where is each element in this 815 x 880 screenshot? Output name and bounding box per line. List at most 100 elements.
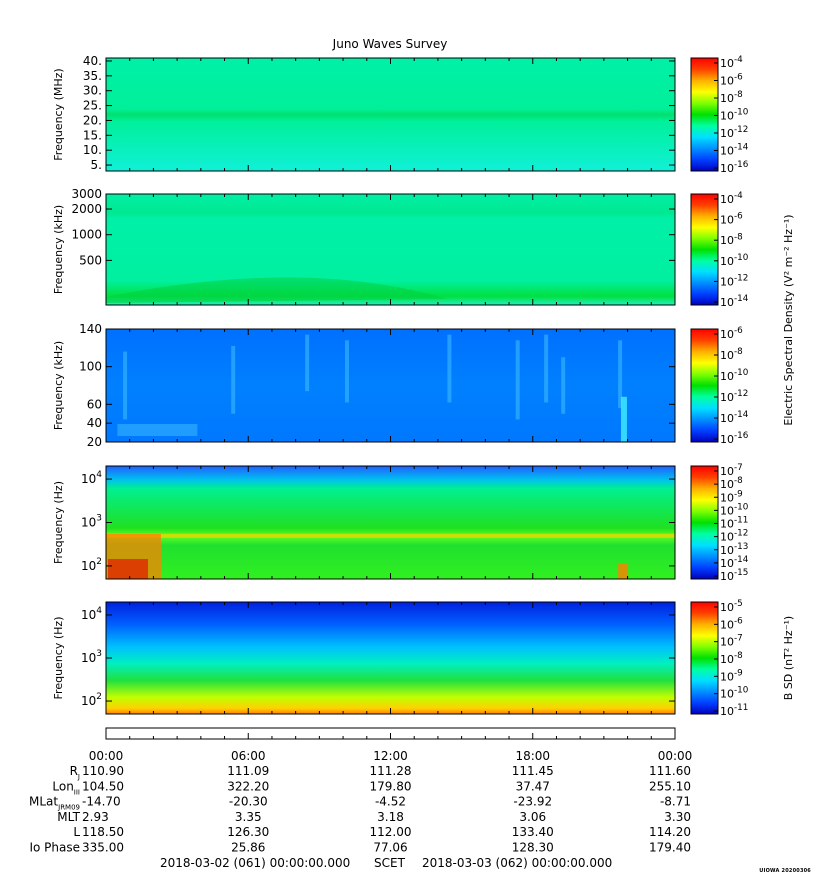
ephemeris-row-label: RJ — [70, 764, 80, 781]
emission-burst — [117, 424, 198, 436]
ephemeris-value: 111.28 — [370, 764, 412, 778]
figure-title: Juno Waves Survey — [332, 37, 448, 51]
y-tick-label: 102 — [81, 557, 102, 573]
colorbar-tick-label: 10-12 — [720, 389, 748, 404]
colorbar-title-electric: Electric Spectral Density (V² m⁻² Hz⁻¹) — [782, 214, 795, 425]
y-tick-label: 60 — [87, 397, 102, 411]
y-axis-label: Frequency (kHz) — [52, 205, 65, 294]
y-axis-label: Frequency (Hz) — [52, 481, 65, 564]
end-time: 2018-03-03 (062) 00:00:00.000 — [422, 856, 612, 870]
colorbar — [690, 601, 719, 715]
ephemeris-value: 179.80 — [370, 779, 412, 793]
y-tick-label: 30. — [83, 84, 102, 98]
colorbar — [690, 57, 719, 172]
colorbar-tick-label: 10-5 — [720, 599, 743, 614]
colorbar-tick-label: 10-8 — [720, 476, 743, 491]
colorbar-tick-label: 10-7 — [720, 634, 743, 649]
emission-burst — [544, 334, 549, 403]
colorbar-tick-label: 10-8 — [720, 347, 743, 362]
colorbar — [690, 193, 719, 306]
ephemeris-value: 25.86 — [231, 841, 265, 855]
spectrogram-panel: 104 103 102 Frequency (Hz) 10-710-810-910-10… — [52, 463, 749, 583]
y-tick-label: 25. — [83, 99, 102, 113]
ephemeris-value: 77.06 — [373, 841, 407, 855]
colorbar-tick-label: 10-10 — [720, 368, 749, 383]
ephemeris-value: 110.90 — [82, 764, 124, 778]
time-label: 06:00 — [231, 749, 266, 763]
colorbar-tick-label: 10-16 — [720, 160, 749, 175]
y-tick-label: 3000 — [71, 187, 102, 201]
ephemeris-value: 126.30 — [227, 825, 269, 839]
colorbar-tick-label: 10-10 — [720, 502, 749, 517]
emission-burst — [561, 357, 566, 414]
y-tick-label: 20. — [83, 113, 102, 127]
colorbar — [690, 328, 719, 443]
y-tick-label: 35. — [83, 69, 102, 83]
colorbar-tick-label: 10-14 — [720, 294, 749, 309]
start-time: 2018-03-02 (061) 00:00:00.000 — [160, 856, 350, 870]
y-axis-label: Frequency (Hz) — [52, 617, 65, 700]
ephemeris-table: 00:00 06:00 12:00 18:00 00:00 RJ 110.90 111.09 1… — [29, 749, 692, 870]
ephemeris-row-label: LonIII — [52, 779, 80, 796]
emission-burst — [447, 334, 452, 403]
ephemeris-value: 179.40 — [649, 841, 691, 855]
colorbar-tick-label: 10-14 — [720, 410, 749, 425]
y-tick-label: 103 — [81, 514, 102, 530]
ephemeris-value: 3.30 — [664, 810, 691, 824]
colorbar-tick-label: 10-9 — [720, 489, 743, 504]
heatmap-image — [106, 58, 675, 171]
time-axis — [105, 727, 676, 740]
time-label: 18:00 — [515, 749, 550, 763]
y-axis-label: Frequency (kHz) — [52, 341, 65, 430]
ephemeris-value: 322.20 — [227, 779, 269, 793]
ephemeris-row-label: MLT — [57, 810, 80, 824]
y-tick-label: 20 — [87, 435, 102, 449]
y-tick-label: 1000 — [71, 228, 102, 242]
y-tick-label: 100 — [79, 360, 102, 374]
y-tick-label: 140 — [79, 322, 102, 336]
scet-label: SCET — [374, 856, 406, 870]
colorbar-tick-label: 10-14 — [720, 555, 749, 570]
heatmap-image — [106, 329, 675, 442]
colorbar-tick-label: 10-8 — [720, 232, 743, 247]
colorbar — [690, 465, 719, 580]
ephemeris-value: 112.00 — [370, 825, 412, 839]
emission-burst — [108, 559, 148, 579]
y-tick-label: 40 — [87, 416, 102, 430]
ephemeris-row-label: Io Phase — [29, 841, 80, 855]
footer-stamp: UIOWA 20200306 — [759, 868, 811, 874]
colorbar-tick-label: 10-10 — [720, 108, 749, 123]
y-tick-label: 15. — [83, 128, 102, 142]
colorbar-tick-label: 10-12 — [720, 125, 748, 140]
ephemeris-value: 128.30 — [512, 841, 554, 855]
colorbar-title-magnetic: B SD (nT² Hz⁻¹) — [782, 616, 795, 700]
y-tick-label: 102 — [81, 692, 102, 708]
ephemeris-value: 111.60 — [649, 764, 691, 778]
colorbar-tick-label: 10-6 — [720, 212, 743, 227]
ephemeris-value: -23.92 — [513, 795, 552, 809]
colorbar-tick-label: 10-4 — [720, 191, 743, 206]
colorbar-tick-label: 10-13 — [720, 542, 748, 557]
colorbar-tick-label: 10-10 — [720, 253, 749, 268]
colorbar-tick-label: 10-12 — [720, 273, 748, 288]
emission-burst — [620, 396, 627, 442]
time-label: 00:00 — [89, 749, 124, 763]
heatmap-image — [106, 602, 675, 714]
emission-burst — [231, 345, 236, 414]
ephemeris-value: 111.09 — [227, 764, 269, 778]
ephemeris-value: -4.52 — [375, 795, 406, 809]
colorbar-tick-label: 10-6 — [720, 73, 743, 88]
colorbar-tick-label: 10-8 — [720, 90, 743, 105]
ephemeris-value: -8.71 — [660, 795, 691, 809]
ephemeris-value: 133.40 — [512, 825, 554, 839]
emission-burst — [123, 351, 128, 420]
emission-burst — [618, 340, 623, 409]
y-tick-label: 104 — [81, 606, 102, 622]
ephemeris-value: 37.47 — [516, 779, 550, 793]
colorbar-tick-label: 10-15 — [720, 568, 748, 583]
colorbar-tick-label: 10-7 — [720, 463, 743, 478]
heatmap-image — [106, 466, 675, 579]
y-tick-label: 103 — [81, 649, 102, 665]
y-tick-label: 40. — [83, 54, 102, 68]
colorbar-tick-label: 10-10 — [720, 686, 749, 701]
